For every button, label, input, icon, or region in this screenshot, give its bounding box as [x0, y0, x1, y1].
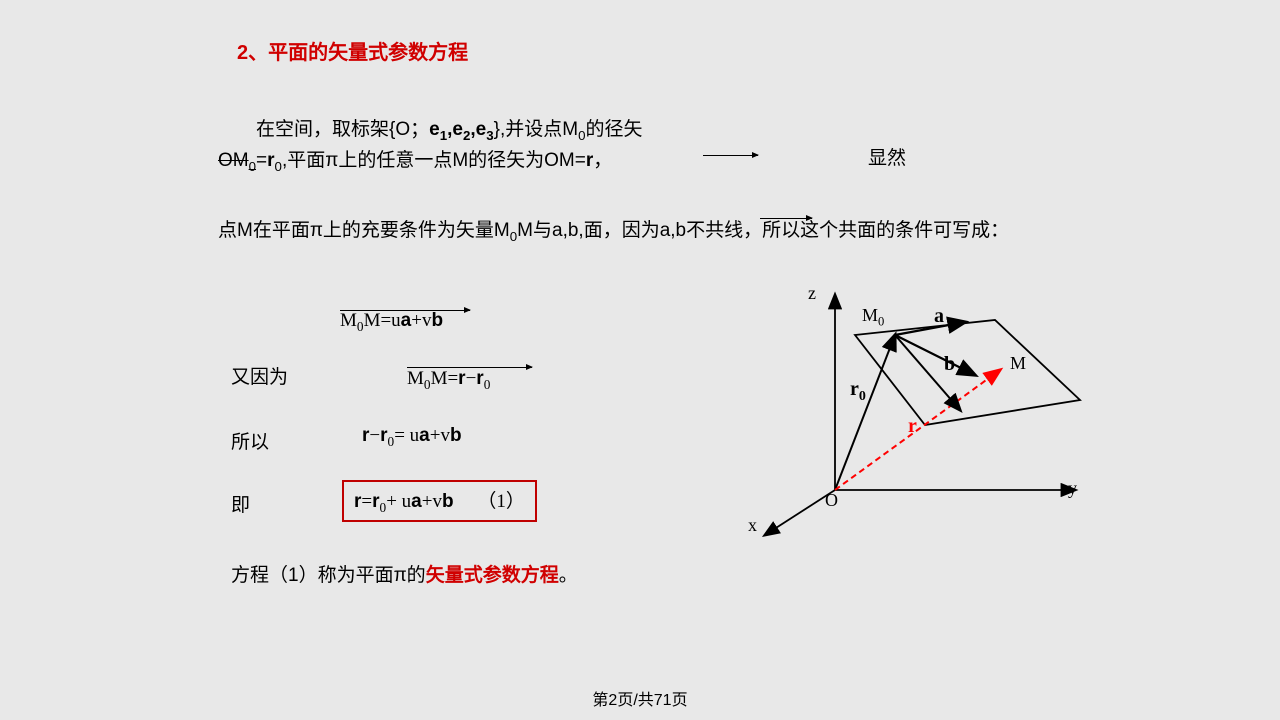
- vector-bar-eq2: [407, 367, 532, 368]
- slide-title: 2、平面的矢量式参数方程: [237, 36, 468, 65]
- p1-s1: 1: [440, 128, 447, 143]
- label-M: M: [1010, 353, 1026, 374]
- equation-4-boxed: r=r0+ ua+vb （1）: [342, 480, 537, 522]
- label-r0: r0: [850, 378, 866, 405]
- concl-c: 。: [559, 565, 578, 586]
- p1-after: },并设点M: [494, 119, 578, 140]
- label-r: r: [908, 415, 917, 438]
- page-footer: 第2页/共71页: [0, 686, 1280, 710]
- p1-s0: 0: [578, 128, 585, 143]
- p1-e1: e: [429, 119, 440, 140]
- label-a: a: [934, 305, 944, 328]
- paragraph-1: 在空间，取标架{O；e1,e2,e3},并设点M0的径矢 OM0=r0,平面π上…: [218, 115, 643, 177]
- therefore-label: 所以: [231, 427, 269, 454]
- label-z: z: [808, 283, 816, 304]
- paragraph-2: 点M在平面π上的充要条件为矢量M0M与a,b,面，因为a,b不共线，所以这个共面…: [218, 216, 1088, 247]
- equation-3: r−r0= ua+vb: [362, 425, 462, 450]
- diagram-3d: [740, 280, 1100, 540]
- p1-s3: 3: [486, 128, 493, 143]
- p1-rest: ,平面π上的任意一点M的径矢为OM=: [282, 150, 586, 171]
- concl-a: 方程（1）称为平面π的: [231, 565, 426, 586]
- concl-b: 矢量式参数方程: [426, 565, 559, 586]
- label-b: b: [944, 353, 955, 376]
- obviously-label: 显然: [868, 143, 906, 170]
- that-is-label: 即: [231, 490, 250, 517]
- also-because-label: 又因为: [231, 362, 288, 389]
- p1-r0s: 0: [275, 159, 282, 174]
- p1-end: 的径矢: [586, 119, 643, 140]
- equation-1: M0M=ua+vb: [340, 310, 443, 335]
- p1-eq: =: [256, 150, 267, 171]
- p2-a: 点M在平面π上的充要条件为矢量M: [218, 220, 510, 241]
- p2-b: M与a,b,面，因为a,b不共线，所以这个共面的条件可写成：: [517, 220, 1009, 241]
- conclusion: 方程（1）称为平面π的矢量式参数方程。: [231, 560, 578, 587]
- arrow-icon: [703, 155, 758, 156]
- label-O: O: [825, 490, 838, 511]
- vector-bar-eq1: [340, 310, 470, 311]
- equation-2: M0M=r−r0: [407, 368, 490, 393]
- vector-bar-ab: [760, 218, 812, 219]
- p1-e3: e: [476, 119, 487, 140]
- label-y: y: [1068, 478, 1077, 499]
- label-M0: M0: [862, 305, 884, 330]
- p1-text: 在空间，取标架{O；: [218, 119, 429, 140]
- p1-end2: ，: [593, 150, 612, 171]
- p1-om0: OM0: [218, 150, 256, 171]
- p1-e2: e: [452, 119, 463, 140]
- label-x: x: [748, 515, 757, 536]
- p1-r0: r: [267, 150, 274, 171]
